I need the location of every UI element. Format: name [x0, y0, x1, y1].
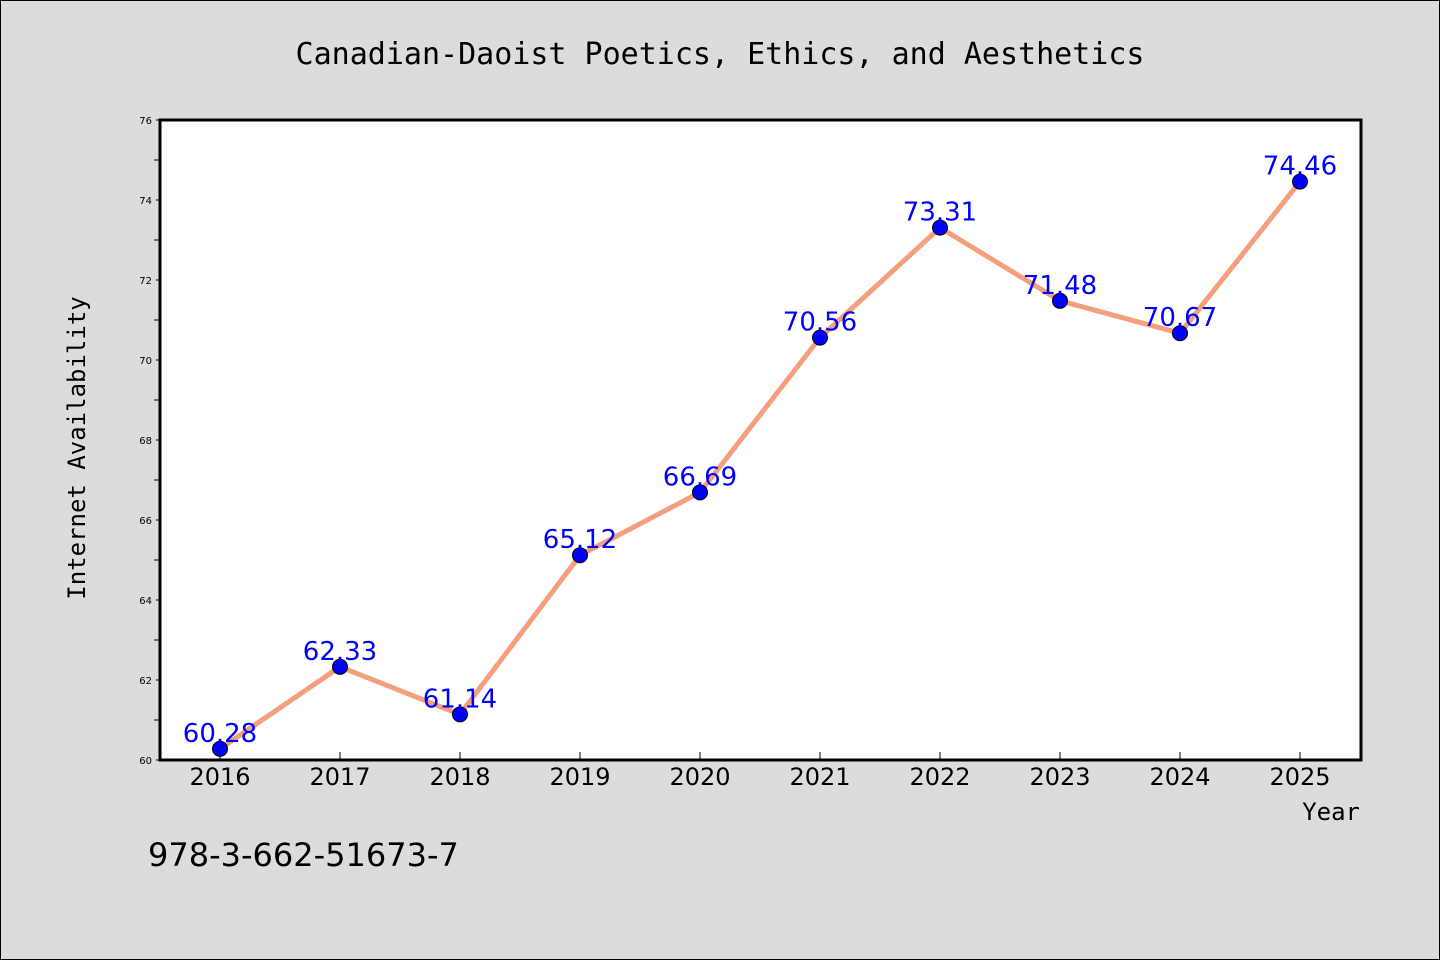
data-labels: 60.28 62.33 61.14 65.12 66.69 70.56 73.31 71.48… — [183, 152, 1337, 749]
data-label: 73.31 — [903, 198, 977, 228]
data-label: 74.46 — [1263, 152, 1337, 182]
data-point — [332, 658, 348, 675]
data-label: 61.14 — [423, 684, 497, 714]
data-label: 70.56 — [783, 308, 857, 338]
y-tick-label: 76 — [139, 116, 152, 127]
y-tick-label: 60 — [139, 756, 152, 767]
y-axis: 60 62 64 66 68 70 72 74 76 — [139, 116, 160, 767]
y-tick-label: 70 — [139, 356, 152, 367]
data-point — [1292, 173, 1308, 190]
y-tick-label: 62 — [139, 676, 152, 687]
data-point — [572, 547, 588, 564]
plot-area — [158, 118, 1363, 762]
data-label: 71.48 — [1023, 271, 1097, 301]
x-tick-label: 2019 — [549, 763, 610, 791]
y-axis-label: Internet Availability — [63, 296, 91, 599]
data-point — [1172, 325, 1188, 342]
x-tick-label: 2023 — [1029, 763, 1090, 791]
x-axis-label: Year — [1302, 798, 1360, 826]
y-tick-label: 64 — [139, 596, 152, 607]
data-point — [692, 484, 708, 501]
x-tick-label: 2018 — [429, 763, 490, 791]
y-tick-label: 66 — [139, 516, 152, 527]
x-tick-label: 2024 — [1149, 763, 1210, 791]
data-point — [812, 329, 828, 346]
data-label: 65.12 — [543, 525, 617, 555]
data-label: 66.69 — [663, 462, 737, 492]
data-point — [212, 740, 228, 757]
data-label: 60.28 — [183, 719, 257, 749]
x-tick-label: 2021 — [789, 763, 850, 791]
x-tick-label: 2022 — [909, 763, 970, 791]
series-line — [217, 179, 1303, 752]
isbn-annotation: 978-3-662-51673-7 — [148, 836, 459, 874]
y-tick-label: 74 — [139, 196, 152, 207]
x-tick-label: 2017 — [309, 763, 370, 791]
x-axis: 2016 2017 2018 2019 2020 2021 2022 2023 2024 2025 — [189, 752, 1331, 791]
x-tick-label: 2020 — [669, 763, 730, 791]
data-point — [452, 706, 468, 723]
data-label: 62.33 — [303, 637, 377, 667]
series-markers — [212, 173, 1308, 757]
x-tick-label: 2025 — [1269, 763, 1330, 791]
y-tick-label: 68 — [139, 436, 152, 447]
x-tick-label: 2016 — [189, 763, 250, 791]
data-label: 70.67 — [1143, 303, 1217, 333]
y-tick-label: 72 — [139, 276, 152, 287]
data-point — [932, 219, 948, 236]
data-point — [1052, 292, 1068, 309]
chart-title: Canadian-Daoist Poetics, Ethics, and Aes… — [296, 37, 1145, 72]
